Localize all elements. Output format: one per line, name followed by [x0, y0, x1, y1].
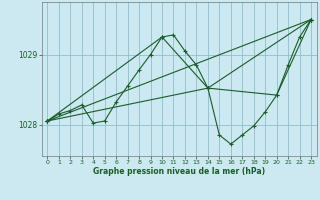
- X-axis label: Graphe pression niveau de la mer (hPa): Graphe pression niveau de la mer (hPa): [93, 167, 265, 176]
